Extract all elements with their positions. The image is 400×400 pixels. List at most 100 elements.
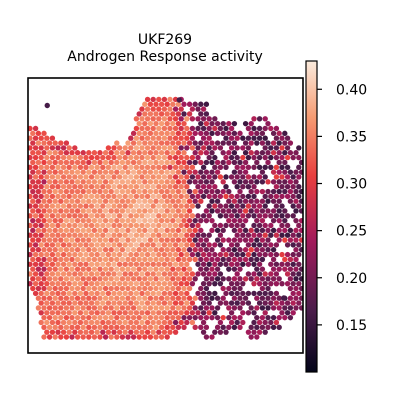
spot xyxy=(276,169,282,175)
spot xyxy=(231,237,238,243)
spot xyxy=(74,285,81,292)
spot xyxy=(38,242,44,248)
spot xyxy=(83,213,89,219)
spot xyxy=(167,213,173,219)
spot xyxy=(142,130,148,137)
spot xyxy=(100,222,106,229)
spot xyxy=(133,203,140,209)
spot xyxy=(161,145,168,151)
spot xyxy=(142,266,148,272)
spot xyxy=(77,222,84,229)
spot xyxy=(167,145,173,151)
spot xyxy=(161,213,168,219)
spot xyxy=(63,150,70,156)
spot xyxy=(147,247,154,253)
spot xyxy=(164,334,170,340)
spot xyxy=(164,227,170,234)
spot xyxy=(69,324,75,331)
spot xyxy=(184,319,190,326)
spot xyxy=(153,140,159,146)
spot xyxy=(192,169,198,175)
spot xyxy=(142,217,148,224)
spot xyxy=(170,179,176,185)
spot xyxy=(256,290,263,297)
spot xyxy=(28,261,33,267)
spot xyxy=(287,295,294,301)
spot xyxy=(245,193,252,200)
spot xyxy=(158,285,165,292)
spot xyxy=(265,159,271,166)
spot xyxy=(142,169,148,175)
spot xyxy=(158,314,165,321)
spot xyxy=(192,295,198,301)
spot xyxy=(116,271,123,277)
spot xyxy=(265,305,271,311)
spot xyxy=(32,280,39,287)
spot xyxy=(181,314,187,321)
spot xyxy=(262,203,268,209)
spot xyxy=(203,208,210,214)
spot xyxy=(97,198,103,204)
spot xyxy=(276,266,282,272)
spot xyxy=(150,213,156,219)
spot xyxy=(214,130,221,137)
spot xyxy=(108,247,114,253)
spot xyxy=(220,159,226,166)
spot xyxy=(175,120,182,127)
spot xyxy=(74,334,81,340)
spot xyxy=(200,164,207,170)
spot xyxy=(41,188,47,195)
spot xyxy=(189,193,196,200)
spot xyxy=(256,232,263,238)
spot xyxy=(189,135,196,141)
spot xyxy=(178,232,184,238)
spot xyxy=(251,242,257,248)
spot xyxy=(111,271,117,277)
spot xyxy=(282,169,288,175)
spot xyxy=(203,101,210,107)
spot xyxy=(181,130,187,137)
spot xyxy=(284,280,291,287)
spot xyxy=(217,271,224,277)
spot xyxy=(111,251,117,258)
spot xyxy=(102,198,109,204)
spot xyxy=(251,193,257,200)
spot xyxy=(175,266,182,272)
spot xyxy=(114,305,120,311)
spot xyxy=(170,111,176,117)
spot xyxy=(128,300,134,306)
spot xyxy=(195,125,201,132)
spot xyxy=(184,300,190,306)
spot xyxy=(228,154,235,161)
spot xyxy=(63,188,70,195)
spot xyxy=(214,256,221,263)
spot xyxy=(158,150,165,156)
spot xyxy=(259,256,266,263)
spot xyxy=(265,208,271,214)
spot xyxy=(91,334,98,340)
spot xyxy=(105,193,112,200)
spot xyxy=(209,314,215,321)
spot xyxy=(72,222,78,229)
spot xyxy=(153,276,159,282)
spot xyxy=(156,116,162,122)
spot xyxy=(60,193,67,200)
spot xyxy=(296,280,302,287)
spot xyxy=(122,232,128,238)
spot xyxy=(111,145,117,151)
spot xyxy=(80,179,86,185)
spot xyxy=(251,271,257,277)
spot xyxy=(83,329,89,335)
spot xyxy=(172,242,179,248)
spot xyxy=(198,247,204,253)
spot xyxy=(189,300,196,306)
spot xyxy=(276,140,282,146)
spot xyxy=(94,164,100,170)
spot xyxy=(156,154,162,161)
spot xyxy=(220,324,226,331)
spot xyxy=(105,184,112,190)
spot xyxy=(220,285,226,292)
spot xyxy=(102,256,109,263)
spot xyxy=(80,247,86,253)
spot xyxy=(178,261,184,267)
